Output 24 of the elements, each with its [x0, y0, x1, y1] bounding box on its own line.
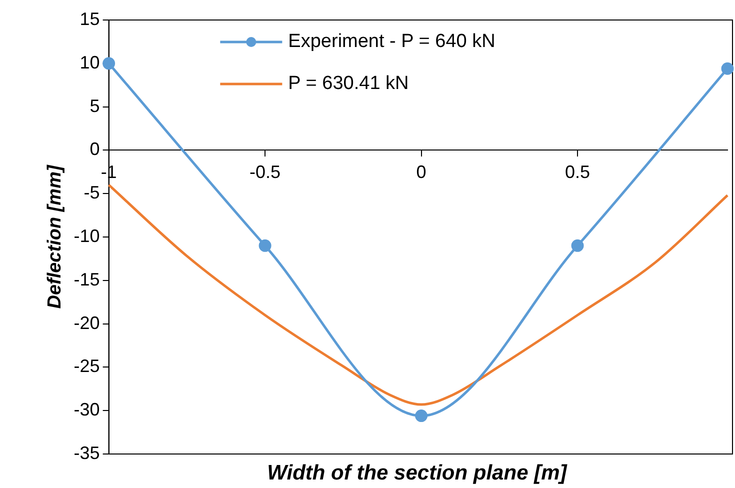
- y-tick-label: -35: [74, 442, 100, 463]
- x-axis-title: Width of the section plane [m]: [267, 461, 568, 484]
- y-tick-label: -25: [74, 356, 100, 376]
- x-tick-label: -0.5: [250, 162, 281, 182]
- y-tick-label: -5: [84, 182, 100, 203]
- x-tick-label: 0.5: [565, 162, 590, 182]
- y-tick-label: -30: [74, 400, 100, 420]
- y-tick-label: 15: [80, 8, 100, 29]
- y-tick-label: -10: [74, 226, 100, 246]
- point: [102, 57, 116, 70]
- x-tick-label: 0: [416, 162, 426, 182]
- y-tick-label: -20: [74, 312, 100, 333]
- y-tick-label: 5: [90, 96, 100, 116]
- y-axis-title: Deflection [mm]: [44, 164, 66, 309]
- legend-label: Experiment - P = 640 kN: [288, 31, 496, 52]
- y-tick-label: 0: [90, 139, 100, 160]
- point: [721, 62, 734, 75]
- y-tick-label: 10: [80, 52, 100, 72]
- legend-label: P = 630.41 kN: [288, 73, 409, 94]
- y-tick-label: -15: [74, 269, 100, 290]
- line-series: [108, 184, 729, 406]
- point: [258, 239, 272, 252]
- point: [415, 410, 428, 422]
- point: [571, 239, 584, 252]
